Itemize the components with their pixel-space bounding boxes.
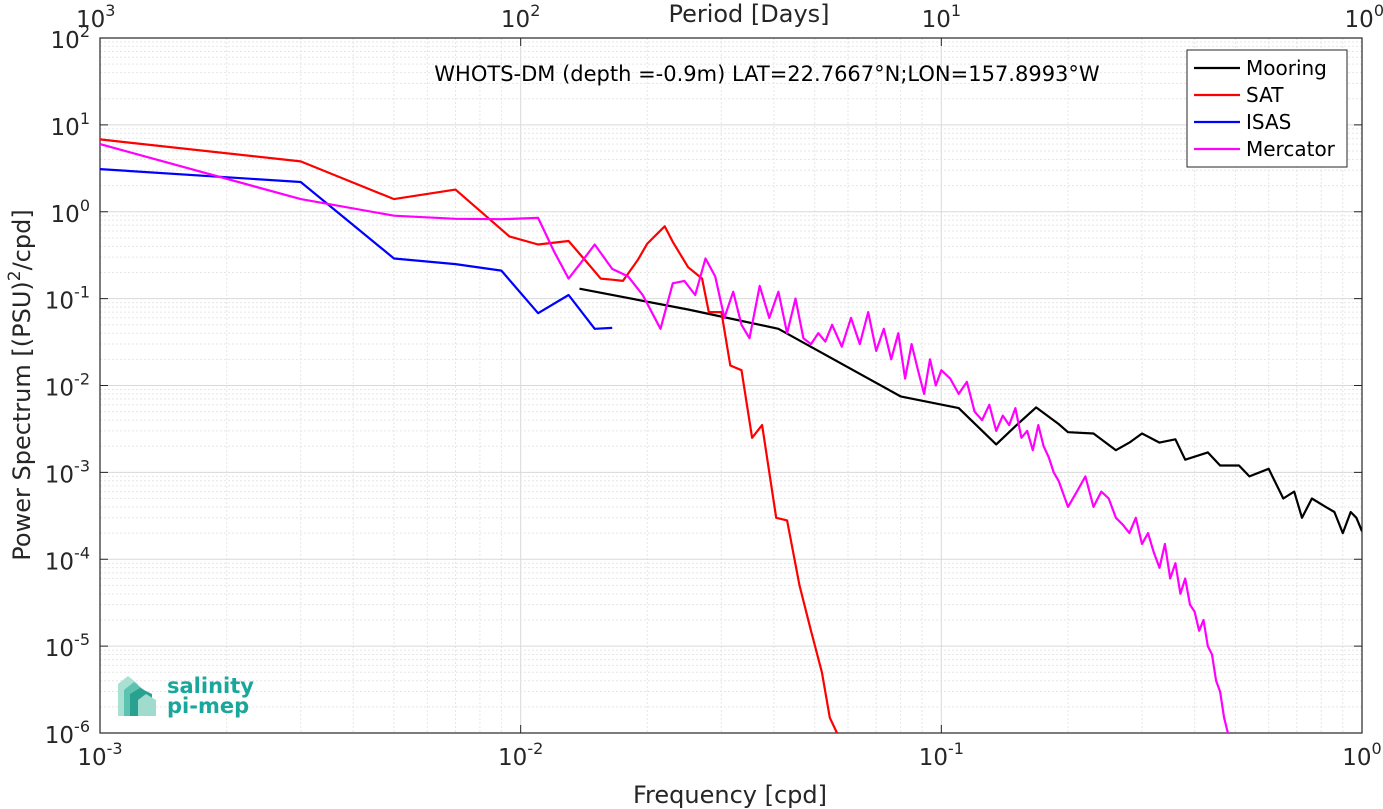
- top-tick-label-2-base: 10: [922, 7, 951, 33]
- series-layer: [100, 138, 1362, 733]
- y-axis-label-exponent: 2: [5, 270, 25, 281]
- x-tick-label-0-base: 10: [77, 745, 106, 771]
- y-axis-label: Power Spectrum [(PSU)2/cpd]: [5, 209, 36, 560]
- y-tick-label-7: 10-5: [45, 630, 90, 662]
- legend-label-mooring: Mooring: [1246, 56, 1327, 80]
- x-tick-label-0: 10-3: [77, 739, 122, 771]
- x-tick-label-1: 10-2: [498, 739, 543, 771]
- top-tick-label-3-base: 10: [1345, 7, 1374, 33]
- top-tick-label-1-exponent: 2: [530, 1, 540, 20]
- top-tick-label-3-exponent: 0: [1374, 1, 1383, 20]
- top-tick-label-3: 100: [1345, 1, 1383, 33]
- legend-box: [1186, 49, 1348, 168]
- y-axis-label-main: Power Spectrum [(PSU): [8, 281, 36, 560]
- x-tick-label-0-exponent: -3: [107, 739, 123, 758]
- y-tick-label-0-exponent: 2: [80, 22, 90, 41]
- y-tick-label-5: 10-3: [45, 456, 90, 488]
- y-tick-label-6-base: 10: [45, 549, 74, 575]
- y-tick-label-5-exponent: -3: [74, 456, 90, 475]
- y-axis-label-unit: /cpd]: [8, 209, 36, 270]
- top-tick-label-2-exponent: 1: [951, 1, 961, 20]
- y-tick-label-7-exponent: -5: [74, 630, 90, 649]
- y-tick-label-6-exponent: -4: [74, 543, 90, 562]
- y-tick-label-3-base: 10: [45, 289, 74, 315]
- top-tick-label-1-base: 10: [501, 7, 530, 33]
- y-tick-label-4-base: 10: [45, 376, 74, 402]
- series-line-mooring: [579, 287, 1362, 535]
- top-tick-label-0-base: 10: [76, 7, 105, 33]
- y-tick-label-6: 10-4: [45, 543, 90, 575]
- x-tick-label-2-base: 10: [919, 745, 948, 771]
- series-line-mercator: [100, 143, 1229, 733]
- y-tick-label-4: 10-2: [45, 370, 90, 402]
- y-tick-label-0: 102: [51, 22, 90, 54]
- logo-waves-icon: [118, 676, 156, 716]
- y-tick-label-2: 100: [51, 196, 90, 228]
- y-tick-label-2-exponent: 0: [80, 196, 90, 215]
- legend-label-isas: ISAS: [1246, 110, 1291, 134]
- top-tick-label-0: 103: [76, 1, 115, 33]
- y-tick-label-7-base: 10: [45, 636, 74, 662]
- y-tick-label-2-base: 10: [51, 202, 80, 228]
- series-line-isas: [100, 168, 613, 330]
- salinity-pi-mep-logo: salinity pi-mep: [118, 674, 254, 718]
- legend-label-sat: SAT: [1246, 83, 1284, 107]
- series-line-sat: [100, 138, 838, 733]
- x-tick-label-1-base: 10: [498, 745, 527, 771]
- x-tick-label-1-exponent: -2: [527, 739, 543, 758]
- top-tick-label-0-exponent: 3: [105, 1, 115, 20]
- legend-label-mercator: Mercator: [1246, 137, 1336, 161]
- x-axis-label: Frequency [cpd]: [633, 781, 827, 809]
- y-tick-label-3: 10-1: [45, 283, 90, 315]
- y-tick-label-1: 101: [51, 109, 90, 141]
- y-tick-label-8-base: 10: [45, 723, 74, 749]
- top-tick-label-2: 101: [922, 1, 961, 33]
- y-tick-label-1-exponent: 1: [80, 109, 90, 128]
- top-tick-label-1: 102: [501, 1, 540, 33]
- logo-line1: salinity: [167, 674, 254, 698]
- x-tick-label-3: 100: [1342, 739, 1381, 771]
- x-tick-label-2-exponent: -1: [948, 739, 964, 758]
- y-tick-label-5-base: 10: [45, 462, 74, 488]
- logo-line2: pi-mep: [167, 694, 249, 718]
- chart-title: WHOTS-DM (depth =-0.9m) LAT=22.7667°N;LO…: [434, 62, 1100, 86]
- y-tick-label-1-base: 10: [51, 115, 80, 141]
- y-tick-label-8-exponent: -6: [74, 717, 90, 736]
- y-tick-label-3-exponent: -1: [74, 283, 90, 302]
- x-tick-label-3-exponent: 0: [1372, 739, 1382, 758]
- y-tick-label-4-exponent: -2: [74, 370, 90, 389]
- y-tick-label-8: 10-6: [45, 717, 90, 749]
- x-tick-label-2: 10-1: [919, 739, 964, 771]
- legend: Mooring SAT ISAS Mercator: [1186, 49, 1348, 168]
- top-axis-label: Period [Days]: [668, 0, 829, 28]
- x-tick-label-3-base: 10: [1342, 745, 1371, 771]
- y-tick-label-0-base: 10: [51, 28, 80, 54]
